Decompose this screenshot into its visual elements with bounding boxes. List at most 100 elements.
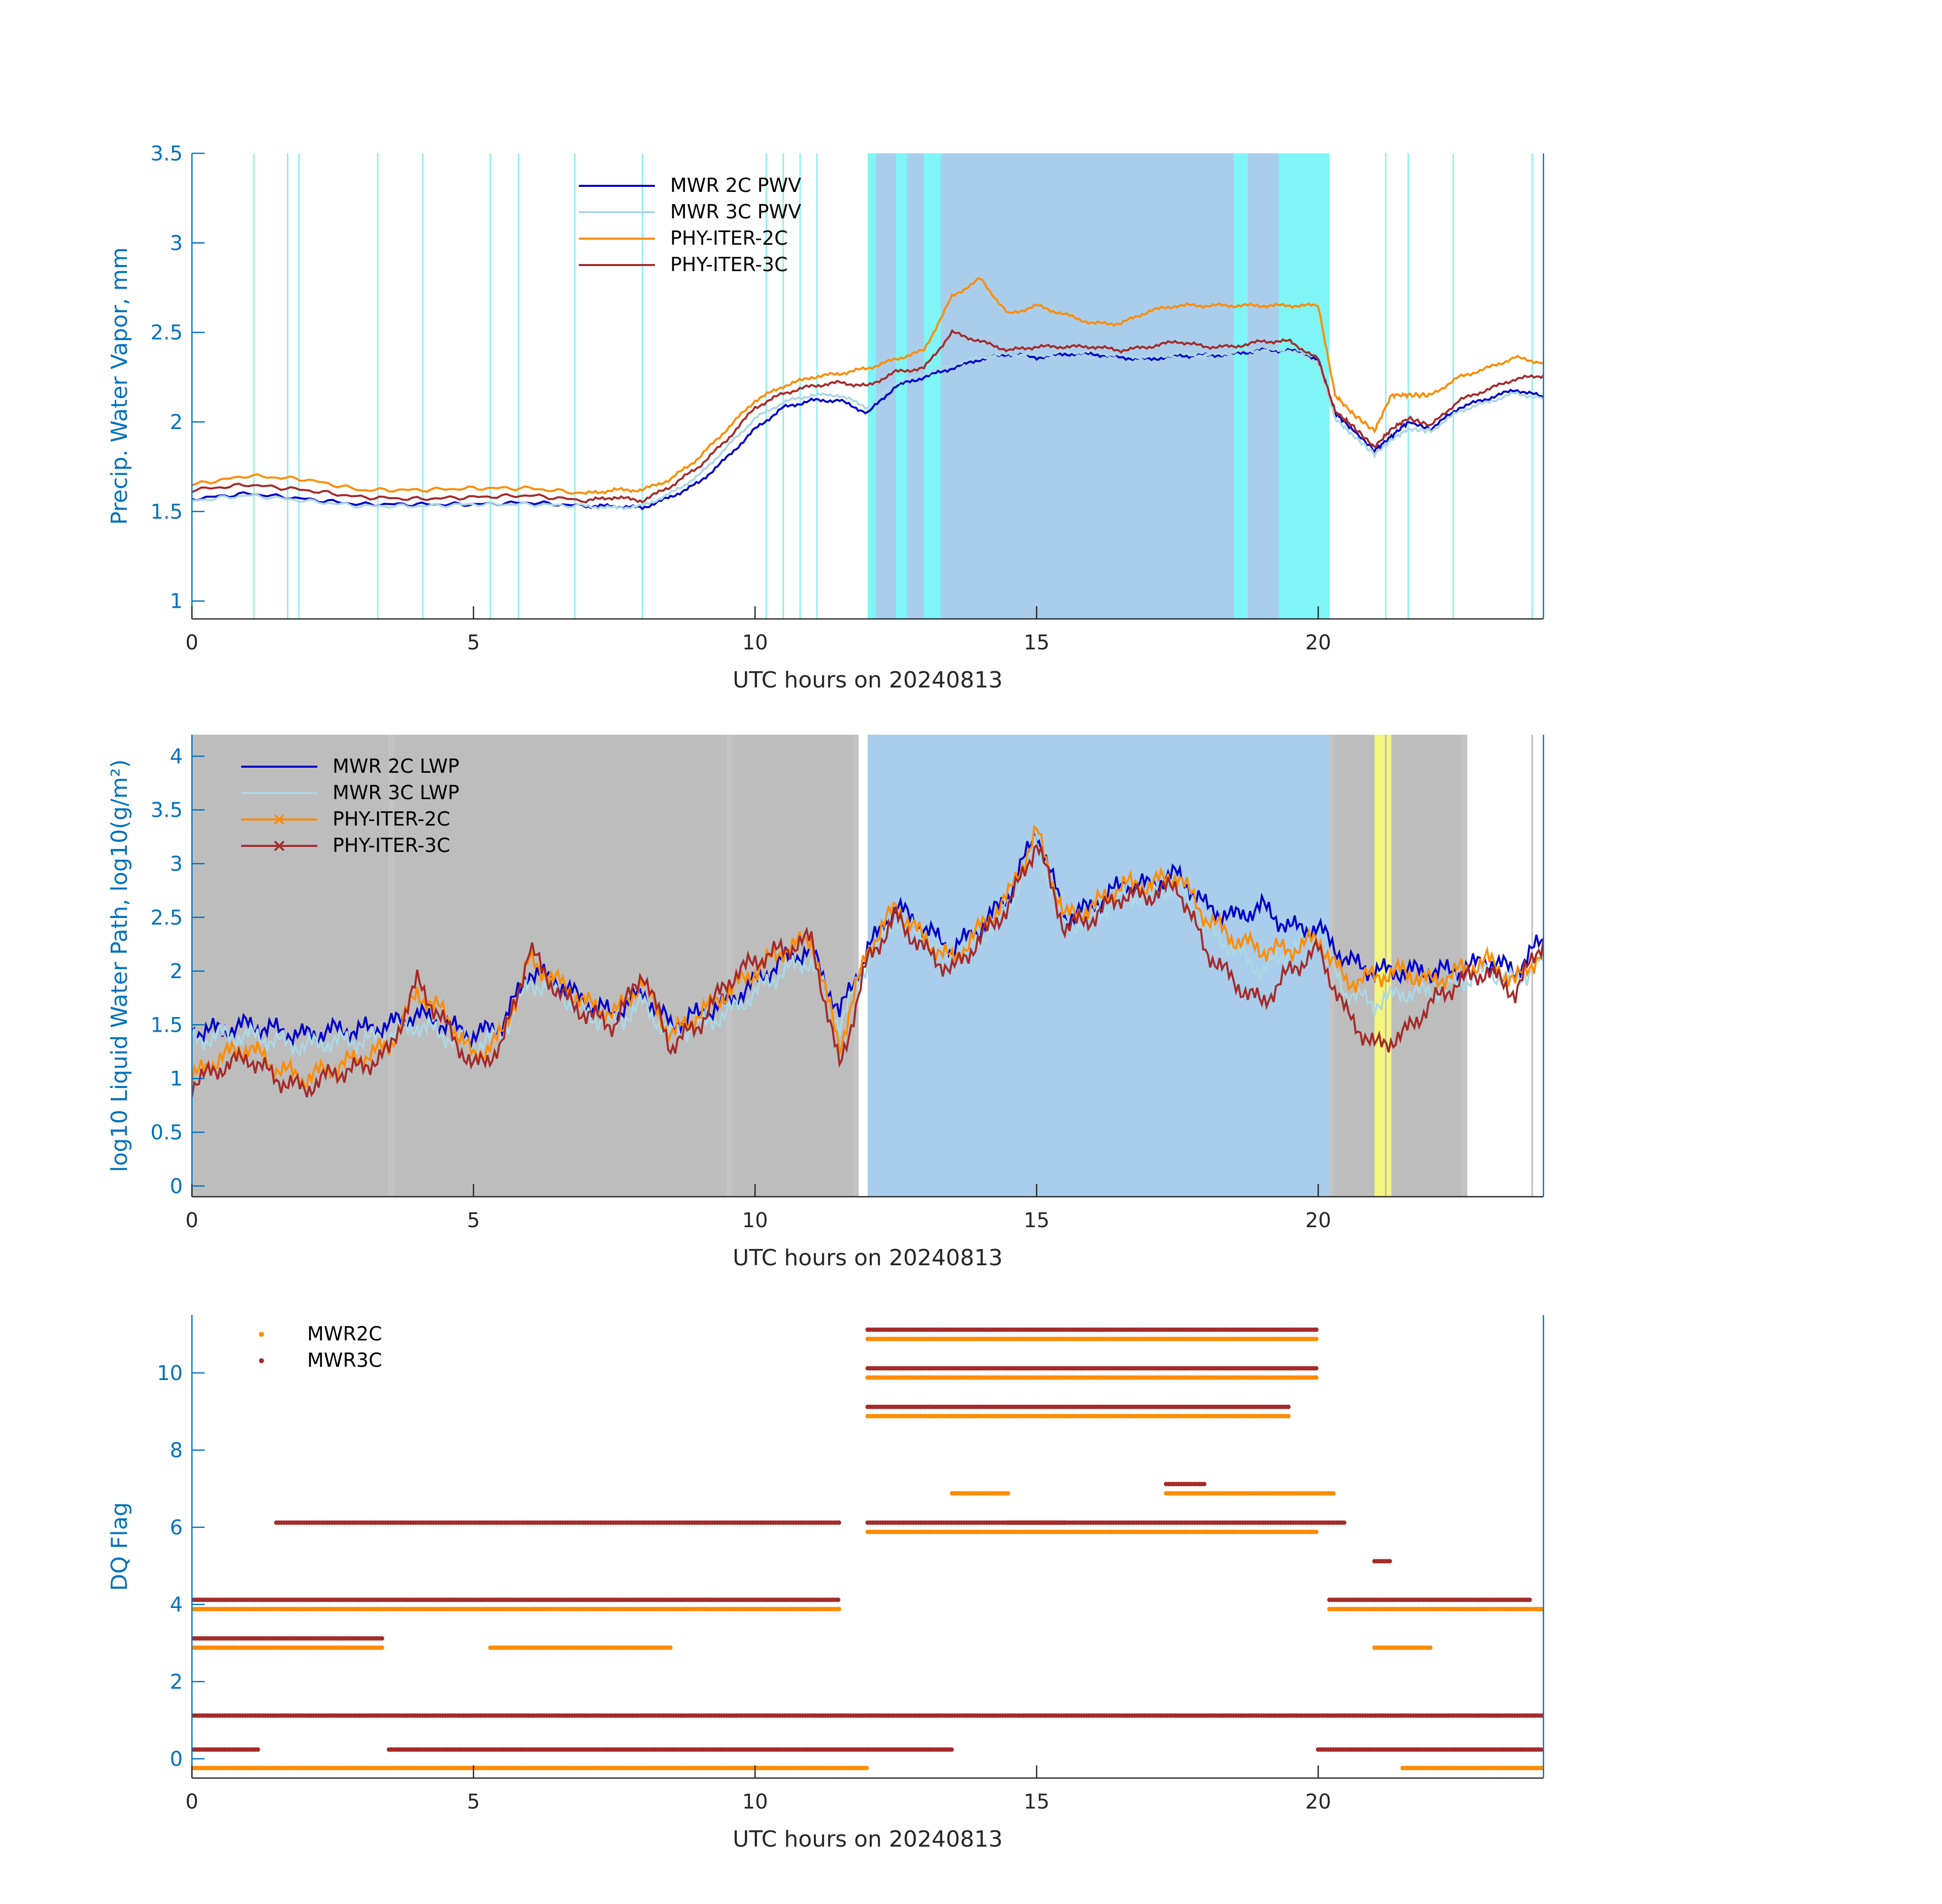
y-tick-label: 2 [170, 1670, 183, 1694]
point-mwr2c [1428, 1645, 1433, 1650]
series-line-phy-iter-2c [192, 277, 1543, 495]
point-mwr2c [1313, 1375, 1319, 1380]
point-mwr2c [1286, 1414, 1291, 1419]
shaded-stripe [838, 735, 859, 1197]
point-mwr3c [1313, 1327, 1319, 1332]
x-tick-label: 10 [742, 1790, 768, 1814]
shaded-interval [1278, 153, 1330, 619]
shaded-interval [868, 153, 1330, 619]
legend-marker [259, 1332, 264, 1337]
point-mwr3c [255, 1747, 260, 1752]
legend-label: MWR 3C LWP [333, 781, 459, 804]
shaded-stripe [1446, 735, 1468, 1197]
legend-label: MWR 2C LWP [333, 755, 459, 777]
legend-label: PHY-ITER-2C [333, 808, 450, 830]
point-mwr3c [1341, 1520, 1346, 1525]
legend-label: PHY-ITER-3C [670, 253, 788, 276]
y-tick-label: 2 [170, 960, 183, 983]
point-mwr2c [864, 1765, 869, 1770]
point-mwr3c [1539, 1747, 1543, 1752]
series-line-mwr-3c-pwv [192, 347, 1543, 511]
point-mwr3c [1202, 1482, 1207, 1487]
x-tick-label: 10 [742, 1209, 768, 1232]
x-tick-label: 0 [185, 1209, 198, 1232]
y-tick-label: 4 [170, 1593, 183, 1617]
y-tick-label: 3 [170, 852, 183, 876]
legend-label: PHY-ITER-2C [670, 227, 788, 249]
point-mwr2c [1313, 1529, 1319, 1534]
y-tick-label: 3.5 [150, 142, 183, 166]
y-tick-label: 3.5 [150, 799, 183, 822]
point-mwr2c [1540, 1606, 1543, 1612]
point-mwr3c [836, 1597, 841, 1602]
y-tick-label: 1 [170, 1067, 183, 1091]
point-mwr2c [1539, 1765, 1543, 1770]
point-mwr2c [1331, 1491, 1336, 1496]
panel-1: 0 5 10 15 20 1 1.5 2 2.5 3 3.5 UTC hours on 2024081… [107, 142, 1544, 693]
point-mwr3c [1387, 1559, 1392, 1564]
y-axis-label: Precip. Water Vapor, mm [107, 247, 133, 525]
point-mwr3c [949, 1747, 954, 1752]
y-tick-label: 0 [170, 1748, 183, 1771]
point-mwr3c [1540, 1713, 1543, 1718]
legend-label: MWR 2C PWV [670, 174, 801, 196]
y-tick-label: 1 [170, 590, 183, 613]
x-tick-label: 0 [185, 1790, 198, 1814]
x-tick-label: 20 [1305, 1790, 1331, 1814]
y-tick-label: 0 [170, 1175, 183, 1198]
x-tick-label: 0 [185, 631, 198, 654]
point-mwr3c [379, 1636, 384, 1641]
x-axis-label: UTC hours on 20240813 [733, 1826, 1003, 1852]
point-mwr2c [836, 1606, 841, 1612]
x-tick-label: 5 [467, 1790, 480, 1814]
legend-label: MWR2C [307, 1323, 382, 1345]
legend-x-marker [274, 814, 285, 825]
point-mwr3c [1527, 1597, 1532, 1602]
x-axis-label: UTC hours on 20240813 [733, 1245, 1003, 1271]
series-line-mwr-2c-lwp [192, 832, 1543, 1048]
y-tick-label: 2.5 [150, 906, 183, 930]
y-tick-label: 10 [157, 1362, 183, 1385]
plot-area-3 [192, 1327, 1543, 1770]
shaded-interval [896, 153, 907, 619]
series-line-phy-iter-3c [192, 843, 1543, 1098]
legend-label: PHY-ITER-3C [333, 834, 450, 857]
legend-label: MWR 3C PWV [670, 201, 801, 223]
legend-marker [259, 1358, 264, 1363]
legend-1: MWR 2C PWV MWR 3C PWV PHY-ITER-2C PHY-ITER-… [579, 174, 801, 276]
point-mwr2c [668, 1645, 673, 1650]
shaded-interval [192, 735, 389, 1197]
y-tick-label: 2.5 [150, 321, 183, 345]
y-tick-label: 0.5 [150, 1121, 183, 1144]
legend-x-marker [274, 840, 285, 851]
point-mwr3c [1313, 1366, 1319, 1371]
point-mwr2c [1313, 1336, 1319, 1341]
series-line-phy-iter-3c [192, 329, 1543, 504]
point-mwr3c [836, 1520, 841, 1525]
x-tick-label: 20 [1305, 631, 1331, 654]
x-tick-label: 5 [467, 1209, 480, 1232]
y-tick-label: 1.5 [150, 500, 183, 523]
shaded-interval [924, 153, 941, 619]
x-tick-label: 5 [467, 631, 480, 654]
panel-2: 0 5 10 15 20 0 0.5 1 1.5 2 2.5 3 3.5 4 UTC hours on 20… [107, 735, 1544, 1271]
plot-area-2 [192, 735, 1543, 1197]
panel-3: 0 5 10 15 20 0 2 4 6 8 10 UTC hours on 20240813 DQ F… [107, 1315, 1544, 1852]
y-axis-label: DQ Flag [107, 1502, 133, 1591]
y-axis-label: log10 Liquid Water Path, log10(g/m²) [107, 759, 133, 1172]
x-tick-label: 15 [1024, 631, 1049, 654]
plot-area-1 [192, 153, 1543, 619]
y-tick-label: 4 [170, 745, 183, 768]
shaded-interval [1233, 153, 1248, 619]
shaded-interval [868, 153, 876, 619]
x-tick-label: 15 [1024, 1209, 1049, 1232]
y-tick-label: 1.5 [150, 1013, 183, 1037]
legend-2: MWR 2C LWP MWR 3C LWP PHY-ITER-2C PHY-ITER-… [241, 755, 459, 857]
x-tick-label: 15 [1024, 1790, 1049, 1814]
y-tick-label: 8 [170, 1439, 183, 1462]
x-tick-label: 20 [1305, 1209, 1331, 1232]
x-axis-label: UTC hours on 20240813 [733, 667, 1003, 693]
y-tick-label: 2 [170, 411, 183, 434]
shaded-interval [659, 735, 727, 1197]
